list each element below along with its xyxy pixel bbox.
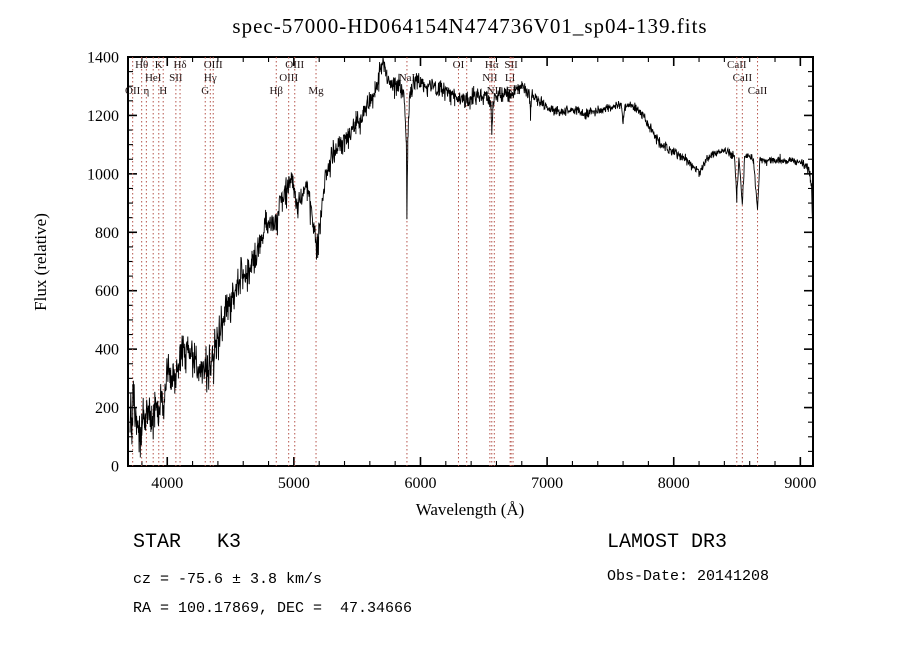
spectral-line-label: OIII [285, 59, 304, 71]
x-tick-label: 8000 [658, 475, 690, 492]
plot-frame [127, 56, 814, 467]
spectral-line-label: OII [125, 85, 141, 97]
x-tick-label: 4000 [151, 475, 183, 492]
spectrum-group [129, 56, 814, 458]
spectral-lines-group: OIIHθηHeIKHSIIHδGHγOIIIHβOIIIOIIIMgNaIOI… [125, 57, 768, 466]
spectral-line-label: Hβ [269, 85, 283, 97]
spectrum-chart: spec-57000-HD064154N474736V01_sp04-139.f… [31, 14, 816, 519]
y-tick-label: 1400 [87, 50, 119, 67]
spectral-line-label: NII [482, 72, 498, 84]
spectral-line-label: K [155, 59, 163, 71]
axes-group: 4000 5000 6000 7000 8000 9000 0 200 400 600 800 100… [87, 50, 816, 493]
y-axis-label: Flux (relative) [31, 213, 50, 311]
spectral-line-label: CaII [733, 72, 753, 84]
y-tick-label: 800 [95, 225, 119, 242]
survey-text: LAMOST DR3 [607, 531, 728, 554]
spectral-line-label: Hθ [135, 59, 148, 71]
spectral-line-label: CaII [727, 59, 747, 71]
object-class-text: STAR K3 [133, 531, 242, 554]
plot-title: spec-57000-HD064154N474736V01_sp04-139.f… [232, 14, 707, 38]
spectral-line-label: HeI [145, 72, 162, 84]
spectral-line-label: Hα [485, 59, 499, 71]
spectral-line-label: η [143, 85, 149, 97]
y-tick-label: 1200 [87, 108, 119, 125]
spectral-line-label: G [201, 85, 209, 97]
y-tick-label: 1000 [87, 166, 119, 183]
spectral-line-label: OI [453, 59, 465, 71]
x-tick-label: 5000 [278, 475, 310, 492]
spectral-line-label: OIII [204, 59, 223, 71]
spectral-line-label: NaI [399, 72, 416, 84]
spectral-line-label: OIII [279, 72, 298, 84]
spectrum-trace [129, 56, 814, 458]
cz-text: cz = -75.6 ± 3.8 km/s [133, 571, 323, 588]
y-tick-label: 600 [95, 283, 119, 300]
coordinates-text: RA = 100.17869, DEC = 47.34666 [133, 600, 413, 617]
spectral-line-label: SII [169, 72, 183, 84]
spectral-line-label: H [159, 85, 167, 97]
spectral-line-label: CaII [748, 85, 768, 97]
y-tick-label: 400 [95, 342, 119, 359]
y-tick-label: 200 [95, 400, 119, 417]
spectral-line-label: Mg [308, 85, 324, 97]
spectral-line-label: SII [504, 59, 518, 71]
y-tick-label: 0 [111, 459, 119, 476]
x-axis-label: Wavelength (Å) [416, 500, 525, 519]
obs-date-text: Obs-Date: 20141208 [607, 568, 770, 585]
x-tick-label: 9000 [784, 475, 816, 492]
spectral-line-label: Hδ [173, 59, 186, 71]
spectral-line-label: Hγ [204, 72, 217, 84]
x-tick-label: 6000 [404, 475, 436, 492]
spectral-line-label: LI [505, 72, 516, 84]
x-tick-label: 7000 [531, 475, 563, 492]
